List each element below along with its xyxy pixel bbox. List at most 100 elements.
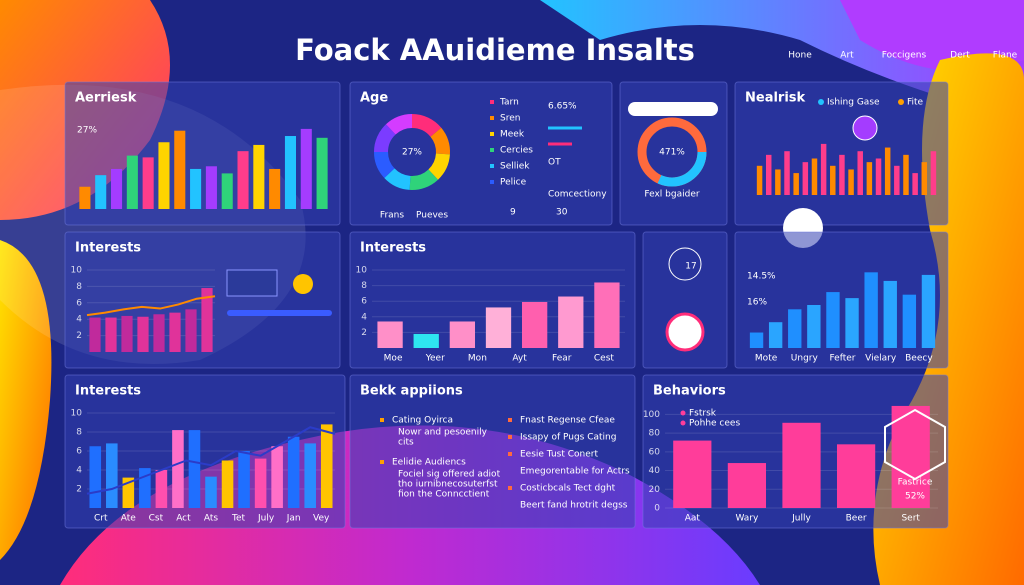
bar <box>316 137 328 209</box>
y-tick-label: 8 <box>76 282 82 292</box>
bar <box>205 166 217 209</box>
y-tick-label: 4 <box>361 312 367 322</box>
panel-box <box>226 269 278 297</box>
panel <box>642 231 728 369</box>
y-tick-label: 2 <box>361 328 367 338</box>
bar <box>121 315 133 352</box>
panel <box>619 81 728 226</box>
bar <box>237 151 249 209</box>
nav-link[interactable]: Dert <box>950 51 970 61</box>
nav-link[interactable]: Foccigens <box>882 51 927 61</box>
bullet <box>508 435 512 439</box>
bar <box>320 424 333 508</box>
bullet <box>508 418 512 422</box>
bullet <box>508 452 512 456</box>
x-tick-label: Ats <box>204 514 219 524</box>
x-tick-label: Fear <box>552 354 572 364</box>
tag <box>628 102 718 116</box>
node <box>852 115 878 141</box>
bar <box>845 298 859 348</box>
panel-title: Interests <box>360 241 426 256</box>
legend-dot <box>898 99 904 105</box>
list-line: cits <box>398 438 414 448</box>
donut-segment <box>428 153 450 180</box>
bar <box>142 157 154 209</box>
ring-center: 471% <box>659 148 685 158</box>
bar <box>903 154 909 195</box>
list-line: Fociel sig offered adiot <box>398 470 501 480</box>
bar <box>95 175 107 209</box>
list-title: Eelidie Audiencs <box>392 458 466 468</box>
tag-label: Fotho wood tlbes <box>635 105 712 115</box>
bar <box>768 322 783 348</box>
panel-title: Interests <box>75 384 141 399</box>
bar <box>836 444 876 508</box>
ring-fill <box>637 117 707 187</box>
list-item: Emegorentable for Actrs <box>520 467 630 477</box>
x-tick-label: Crt <box>94 514 108 524</box>
y-tick-label: 80 <box>649 429 661 439</box>
bar <box>826 292 840 348</box>
donut-caption: Frans <box>380 211 404 221</box>
ring-caption: Fexl bgaider <box>644 190 699 200</box>
stat: 16% <box>747 298 767 308</box>
panel-title: Behaviors <box>653 384 726 399</box>
trend-line <box>86 426 336 495</box>
y-tick-label: 10 <box>71 409 83 419</box>
bar <box>866 162 873 195</box>
bar <box>221 173 233 209</box>
app-title: Foack AAuidieme Insalts <box>295 33 695 67</box>
legend-label: Ishing Gase <box>827 98 880 108</box>
donut-segment <box>385 114 412 135</box>
donut-segment <box>384 168 411 190</box>
bar <box>89 317 101 352</box>
y-tick-label: 2 <box>76 331 82 341</box>
bar <box>902 294 917 348</box>
y-tick-label: 2 <box>76 485 82 495</box>
y-tick-label: 60 <box>649 447 661 457</box>
donut-segment <box>412 114 442 137</box>
bar <box>485 307 512 348</box>
icon <box>293 274 313 294</box>
x-tick-label: Fefter <box>830 354 856 364</box>
bar <box>912 173 918 195</box>
bullet <box>380 460 384 464</box>
bar <box>137 316 149 352</box>
nav-link[interactable]: Hone <box>788 51 812 61</box>
stat: 14.5% <box>747 272 776 282</box>
bar <box>891 405 930 508</box>
bar <box>153 314 165 352</box>
bullet <box>380 418 384 422</box>
x-tick-label: Ate <box>121 514 137 524</box>
nav-link[interactable]: Art <box>840 51 854 61</box>
nav-link[interactable]: Flane <box>993 51 1018 61</box>
bar <box>449 321 476 348</box>
bullet <box>508 486 512 490</box>
list-item: Beert fand hrotrit degss <box>520 501 628 511</box>
bar <box>875 158 882 195</box>
bar <box>921 274 936 348</box>
y-tick-label: 100 <box>643 410 660 420</box>
bar <box>205 476 217 508</box>
y-tick-label: 6 <box>76 447 82 457</box>
bar <box>169 312 181 352</box>
legend-swatch <box>490 100 494 104</box>
x-tick-label: July <box>257 514 275 524</box>
legend-dot <box>818 99 824 105</box>
x-tick-label: Mote <box>755 354 778 364</box>
x-tick-label: Aat <box>685 514 701 524</box>
bar <box>269 168 281 209</box>
bar <box>122 477 135 508</box>
bar <box>413 333 439 348</box>
bar <box>188 430 201 508</box>
donut-segment <box>374 152 395 179</box>
bar <box>253 144 265 209</box>
y-tick-label: 4 <box>76 466 82 476</box>
legend-label: Fite <box>907 98 924 108</box>
y-tick-label: 8 <box>76 428 82 438</box>
bar <box>304 443 316 508</box>
x-tick-label: Jully <box>791 514 811 524</box>
list-title: Cating Oyirca <box>392 416 453 426</box>
bar <box>105 317 117 352</box>
legend-label: Selliek <box>500 162 530 172</box>
